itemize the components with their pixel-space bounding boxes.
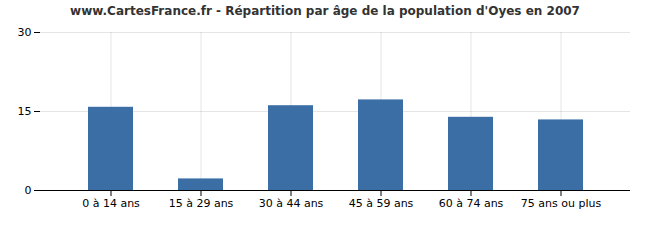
- svg-text:30: 30: [18, 26, 32, 39]
- svg-text:0 à 14 ans: 0 à 14 ans: [82, 197, 140, 210]
- svg-text:0: 0: [25, 184, 32, 197]
- html-text:www.CartesFrance.fr - Répartit: www.CartesFrance.fr - Répartition par âg…: [70, 4, 580, 18]
- svg-text:15 à 29 ans: 15 à 29 ans: [169, 197, 234, 210]
- svg-text:15: 15: [18, 105, 32, 118]
- svg-text:45 à 59 ans: 45 à 59 ans: [349, 197, 414, 210]
- svg-text:75 ans ou plus: 75 ans ou plus: [521, 197, 602, 210]
- svg-text:60 à 74 ans: 60 à 74 ans: [439, 197, 504, 210]
- svg-text:30 à 44 ans: 30 à 44 ans: [259, 197, 324, 210]
